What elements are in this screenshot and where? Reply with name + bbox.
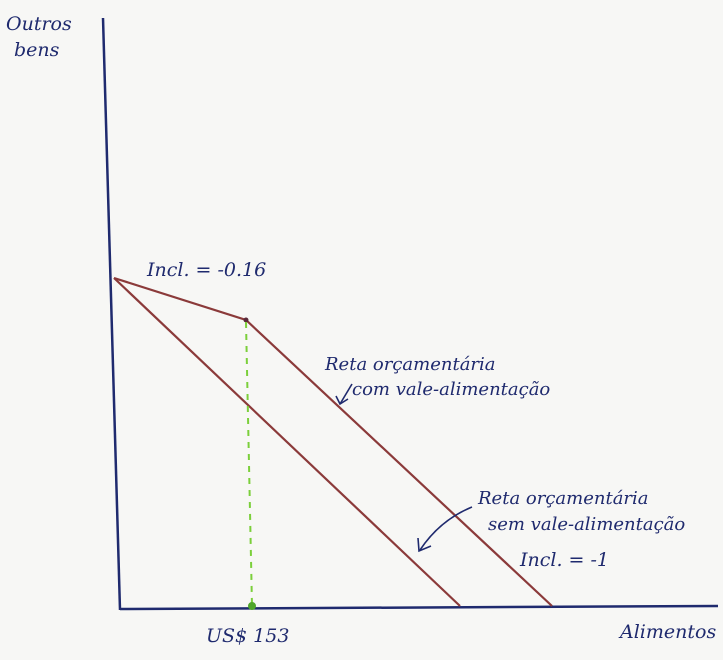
label-without-voucher-line2: sem vale-alimentação — [488, 514, 685, 535]
slope-label-without-voucher: Incl. = -1 — [519, 549, 609, 571]
arrow-without-voucher — [419, 506, 473, 551]
x-tick-point — [248, 602, 256, 610]
budget-line-with-voucher — [113, 276, 553, 607]
y-axis — [101, 17, 122, 611]
kink-point — [243, 317, 249, 323]
arrow-with-voucher — [339, 383, 353, 405]
dashed-guide-line — [245, 321, 253, 607]
label-with-voucher-line2: com vale-alimentação — [352, 379, 550, 400]
x-axis-label: Alimentos — [618, 621, 716, 643]
slope-label-with-voucher: Incl. = -0.16 — [146, 259, 266, 281]
y-axis-label-line2: bens — [14, 39, 60, 61]
arrowhead-with-voucher — [335, 395, 349, 406]
x-axis — [119, 604, 719, 611]
label-without-voucher-line1: Reta orçamentária — [477, 488, 649, 509]
label-with-voucher-line1: Reta orçamentária — [324, 354, 496, 375]
x-tick-label: US$ 153 — [206, 625, 289, 647]
y-axis-label-line1: Outros — [6, 13, 72, 35]
arrowhead-without-voucher — [417, 537, 432, 553]
budget-line-without-voucher — [113, 277, 461, 607]
